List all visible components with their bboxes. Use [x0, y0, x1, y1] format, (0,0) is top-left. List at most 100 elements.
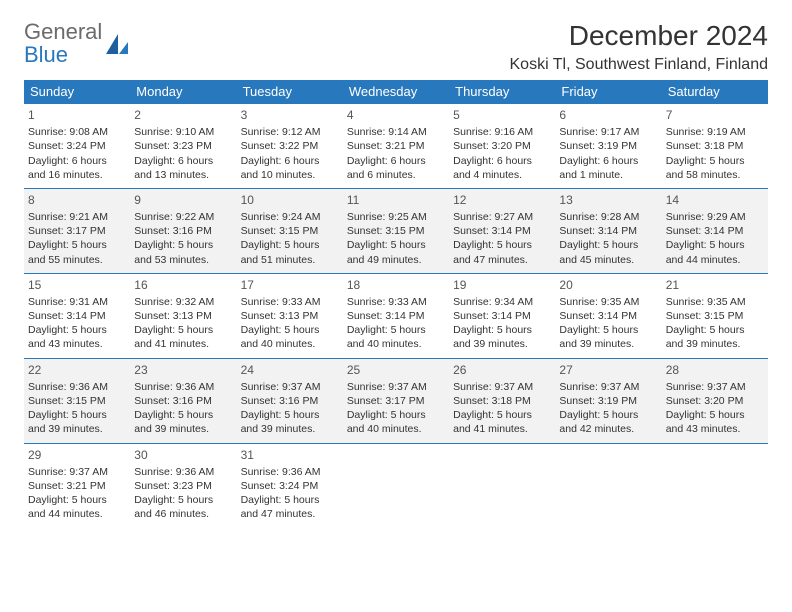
- day-number: 29: [28, 447, 126, 463]
- day-number: 14: [666, 192, 764, 208]
- day-cell: 24Sunrise: 9:37 AMSunset: 3:16 PMDayligh…: [237, 358, 343, 443]
- day-cell: 2Sunrise: 9:10 AMSunset: 3:23 PMDaylight…: [130, 104, 236, 189]
- day-cell: 9Sunrise: 9:22 AMSunset: 3:16 PMDaylight…: [130, 188, 236, 273]
- daylight-text: Daylight: 5 hours and 41 minutes.: [453, 408, 551, 436]
- sunrise-text: Sunrise: 9:08 AM: [28, 125, 126, 139]
- sunset-text: Sunset: 3:14 PM: [347, 309, 445, 323]
- day-cell: 27Sunrise: 9:37 AMSunset: 3:19 PMDayligh…: [555, 358, 661, 443]
- sunrise-text: Sunrise: 9:21 AM: [28, 210, 126, 224]
- daylight-text: Daylight: 5 hours and 46 minutes.: [134, 493, 232, 521]
- empty-cell: [449, 443, 555, 527]
- day-number: 6: [559, 107, 657, 123]
- sunset-text: Sunset: 3:15 PM: [666, 309, 764, 323]
- daylight-text: Daylight: 5 hours and 39 minutes.: [453, 323, 551, 351]
- sunrise-text: Sunrise: 9:35 AM: [559, 295, 657, 309]
- day-number: 8: [28, 192, 126, 208]
- empty-cell: [662, 443, 768, 527]
- day-number: 20: [559, 277, 657, 293]
- day-header-tuesday: Tuesday: [237, 80, 343, 104]
- sunset-text: Sunset: 3:14 PM: [453, 224, 551, 238]
- sunrise-text: Sunrise: 9:37 AM: [453, 380, 551, 394]
- logo-sail-icon: [104, 32, 130, 58]
- day-number: 25: [347, 362, 445, 378]
- sunrise-text: Sunrise: 9:36 AM: [241, 465, 339, 479]
- sunset-text: Sunset: 3:23 PM: [134, 139, 232, 153]
- day-number: 7: [666, 107, 764, 123]
- sunset-text: Sunset: 3:17 PM: [347, 394, 445, 408]
- day-cell: 20Sunrise: 9:35 AMSunset: 3:14 PMDayligh…: [555, 273, 661, 358]
- sunrise-text: Sunrise: 9:19 AM: [666, 125, 764, 139]
- calendar-table: SundayMondayTuesdayWednesdayThursdayFrid…: [24, 80, 768, 527]
- logo-text: General Blue: [24, 20, 102, 66]
- day-number: 9: [134, 192, 232, 208]
- daylight-text: Daylight: 6 hours and 10 minutes.: [241, 154, 339, 182]
- empty-cell: [555, 443, 661, 527]
- day-cell: 1Sunrise: 9:08 AMSunset: 3:24 PMDaylight…: [24, 104, 130, 189]
- daylight-text: Daylight: 6 hours and 13 minutes.: [134, 154, 232, 182]
- day-cell: 22Sunrise: 9:36 AMSunset: 3:15 PMDayligh…: [24, 358, 130, 443]
- day-number: 4: [347, 107, 445, 123]
- week-row: 29Sunrise: 9:37 AMSunset: 3:21 PMDayligh…: [24, 443, 768, 527]
- day-cell: 19Sunrise: 9:34 AMSunset: 3:14 PMDayligh…: [449, 273, 555, 358]
- day-number: 11: [347, 192, 445, 208]
- month-title: December 2024: [510, 20, 769, 52]
- daylight-text: Daylight: 6 hours and 6 minutes.: [347, 154, 445, 182]
- sunset-text: Sunset: 3:14 PM: [453, 309, 551, 323]
- day-number: 26: [453, 362, 551, 378]
- sunrise-text: Sunrise: 9:25 AM: [347, 210, 445, 224]
- daylight-text: Daylight: 6 hours and 1 minute.: [559, 154, 657, 182]
- day-number: 3: [241, 107, 339, 123]
- day-number: 17: [241, 277, 339, 293]
- daylight-text: Daylight: 5 hours and 43 minutes.: [666, 408, 764, 436]
- daylight-text: Daylight: 5 hours and 39 minutes.: [28, 408, 126, 436]
- day-cell: 23Sunrise: 9:36 AMSunset: 3:16 PMDayligh…: [130, 358, 236, 443]
- day-cell: 8Sunrise: 9:21 AMSunset: 3:17 PMDaylight…: [24, 188, 130, 273]
- sunrise-text: Sunrise: 9:24 AM: [241, 210, 339, 224]
- sunrise-text: Sunrise: 9:33 AM: [347, 295, 445, 309]
- sunset-text: Sunset: 3:23 PM: [134, 479, 232, 493]
- daylight-text: Daylight: 5 hours and 40 minutes.: [347, 408, 445, 436]
- sunrise-text: Sunrise: 9:14 AM: [347, 125, 445, 139]
- daylight-text: Daylight: 5 hours and 47 minutes.: [453, 238, 551, 266]
- day-cell: 11 Sunrise: 9:25 AMSunset: 3:15 PMDayligh…: [343, 188, 449, 273]
- logo: General Blue: [24, 20, 130, 66]
- day-number: 15: [28, 277, 126, 293]
- sunset-text: Sunset: 3:16 PM: [134, 224, 232, 238]
- daylight-text: Daylight: 5 hours and 44 minutes.: [28, 493, 126, 521]
- daylight-text: Daylight: 5 hours and 49 minutes.: [347, 238, 445, 266]
- daylight-text: Daylight: 5 hours and 40 minutes.: [241, 323, 339, 351]
- day-header-monday: Monday: [130, 80, 236, 104]
- daylight-text: Daylight: 6 hours and 4 minutes.: [453, 154, 551, 182]
- sunrise-text: Sunrise: 9:27 AM: [453, 210, 551, 224]
- logo-line1: General: [24, 20, 102, 43]
- sunrise-text: Sunrise: 9:37 AM: [241, 380, 339, 394]
- title-block: December 2024 Koski Tl, Southwest Finlan…: [510, 20, 769, 74]
- daylight-text: Daylight: 5 hours and 39 minutes.: [241, 408, 339, 436]
- sunrise-text: Sunrise: 9:35 AM: [666, 295, 764, 309]
- sunset-text: Sunset: 3:15 PM: [347, 224, 445, 238]
- sunrise-text: Sunrise: 9:36 AM: [28, 380, 126, 394]
- sunset-text: Sunset: 3:18 PM: [666, 139, 764, 153]
- header: General Blue December 2024 Koski Tl, Sou…: [24, 20, 768, 74]
- day-number: 1: [28, 107, 126, 123]
- day-cell: 26Sunrise: 9:37 AMSunset: 3:18 PMDayligh…: [449, 358, 555, 443]
- daylight-text: Daylight: 5 hours and 42 minutes.: [559, 408, 657, 436]
- sunrise-text: Sunrise: 9:37 AM: [28, 465, 126, 479]
- daylight-text: Daylight: 5 hours and 58 minutes.: [666, 154, 764, 182]
- sunset-text: Sunset: 3:20 PM: [453, 139, 551, 153]
- sunset-text: Sunset: 3:22 PM: [241, 139, 339, 153]
- sunset-text: Sunset: 3:14 PM: [28, 309, 126, 323]
- daylight-text: Daylight: 5 hours and 39 minutes.: [666, 323, 764, 351]
- sunset-text: Sunset: 3:16 PM: [241, 394, 339, 408]
- day-number: 2: [134, 107, 232, 123]
- sunset-text: Sunset: 3:15 PM: [241, 224, 339, 238]
- day-cell: 21Sunrise: 9:35 AMSunset: 3:15 PMDayligh…: [662, 273, 768, 358]
- sunset-text: Sunset: 3:13 PM: [241, 309, 339, 323]
- sunset-text: Sunset: 3:24 PM: [241, 479, 339, 493]
- day-number: 31: [241, 447, 339, 463]
- daylight-text: Daylight: 5 hours and 43 minutes.: [28, 323, 126, 351]
- sunrise-text: Sunrise: 9:28 AM: [559, 210, 657, 224]
- sunrise-text: Sunrise: 9:22 AM: [134, 210, 232, 224]
- day-header-thursday: Thursday: [449, 80, 555, 104]
- location: Koski Tl, Southwest Finland, Finland: [510, 56, 769, 74]
